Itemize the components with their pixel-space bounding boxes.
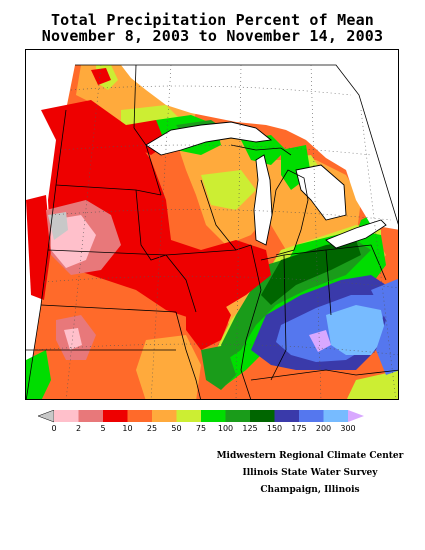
legend-tick-label: 50 <box>171 424 182 433</box>
map-title: Total Precipitation Percent of Mean <box>50 11 375 29</box>
legend-color-box <box>54 410 79 422</box>
legend-tick-label: 125 <box>242 424 258 433</box>
kansas-pink-patch <box>64 328 82 350</box>
legend-tick-label: 300 <box>340 424 356 433</box>
great-lakes <box>145 121 387 249</box>
credit-organization: Midwestern Regional Climate Center <box>216 451 404 461</box>
legend-tick-label: 2 <box>75 424 82 433</box>
wisconsin-lightgreen-region <box>201 170 256 210</box>
legend-color-box <box>323 410 348 422</box>
map-canvas <box>26 50 398 399</box>
max-precip-violet-patch <box>309 330 331 352</box>
map-date-range: November 8, 2003 to November 14, 2003 <box>41 27 384 45</box>
north-red-patch <box>91 68 111 85</box>
deep-green-band <box>261 240 361 305</box>
missouri-darkgreen-patch <box>201 345 236 390</box>
legend-tick-label: 175 <box>291 424 307 433</box>
legend-color-box <box>201 410 226 422</box>
nebraska-gray-patch <box>48 212 68 240</box>
upper-peninsula-green-region <box>241 135 286 165</box>
credit-location: Champaign, Illinois <box>260 485 360 495</box>
east-blue-edge <box>371 278 398 375</box>
legend-tick-label: 10 <box>122 424 133 433</box>
precipitation-map <box>25 49 399 400</box>
credit-agency: Illinois State Water Survey <box>242 468 378 478</box>
legend-color-box <box>225 410 250 422</box>
canada-region <box>121 65 398 230</box>
legend-tick-label: 75 <box>195 424 207 433</box>
legend-underflow-arrow <box>38 410 55 423</box>
lat-lon-grid <box>33 64 398 399</box>
state-boundaries <box>26 64 398 399</box>
legend-color-box <box>274 410 299 422</box>
legend-overflow-arrow <box>348 410 364 422</box>
legend-tick-label: 150 <box>266 424 283 433</box>
legend-color-box <box>152 410 177 422</box>
legend-tick-label: 25 <box>146 424 158 433</box>
legend-color-box <box>299 410 324 422</box>
legend-color-box <box>176 410 201 422</box>
legend-color-box <box>103 410 128 422</box>
missouri-red-region <box>186 290 231 350</box>
ohio-valley-lightblue-region <box>326 305 386 355</box>
lake-superior <box>145 121 273 156</box>
lake-michigan <box>253 154 273 246</box>
legend-color-box <box>250 410 275 422</box>
legend-tick-label: 5 <box>100 424 106 433</box>
legend-tick-label: 100 <box>217 424 234 433</box>
indiana-darkgreen-band <box>221 240 371 360</box>
lake-huron <box>295 164 347 221</box>
legend-colorbar <box>38 410 364 423</box>
legend-tick-label: 0 <box>51 424 57 433</box>
south-yellow-region <box>136 335 201 399</box>
legend-color-box <box>127 410 152 422</box>
michigan-outline <box>230 144 309 256</box>
legend-color-box <box>78 410 103 422</box>
lake-erie <box>325 219 387 249</box>
southeast-lightgreen-patch <box>346 370 398 399</box>
legend-tick-label: 200 <box>315 424 332 433</box>
